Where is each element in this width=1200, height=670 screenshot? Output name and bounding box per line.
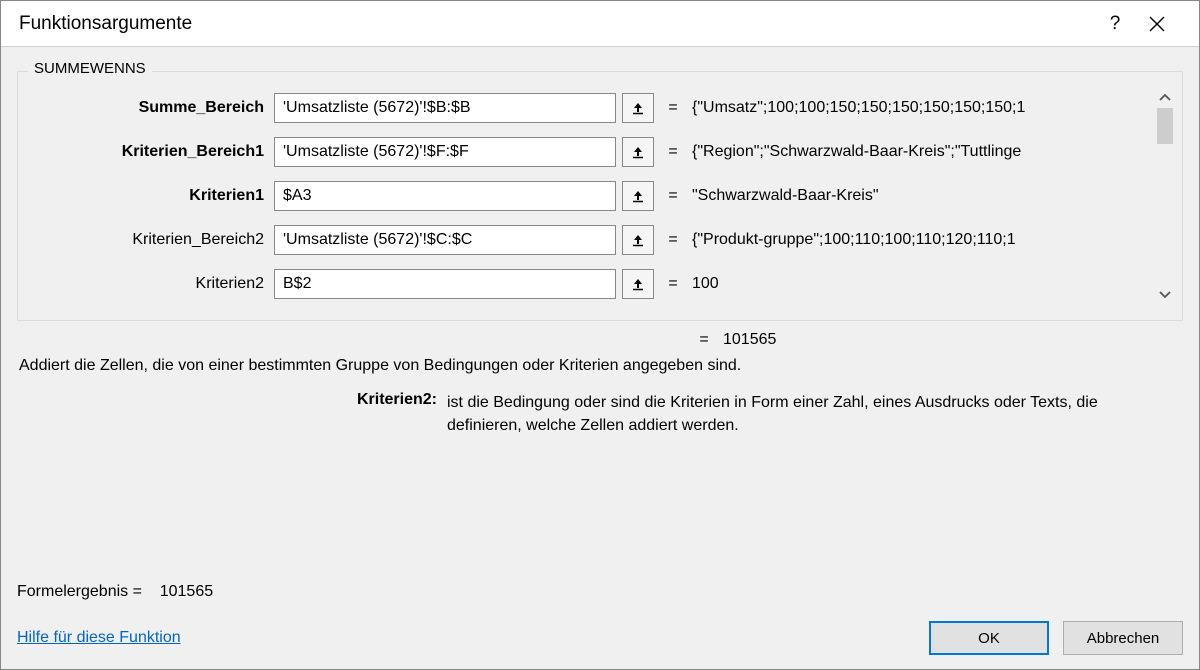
equals-symbol: =	[654, 231, 692, 249]
arg-label: Kriterien2	[24, 275, 274, 293]
arg-label: Kriterien1	[24, 187, 274, 205]
range-select-icon	[631, 277, 645, 291]
arg-input-wrap	[274, 269, 654, 299]
arg-evaluated-result: {"Produkt-gruppe";100;110;100;110;120;11…	[692, 231, 1154, 249]
scroll-up-button[interactable]	[1154, 88, 1176, 108]
function-help-link[interactable]: Hilfe für diese Funktion	[17, 629, 181, 647]
close-icon	[1149, 16, 1165, 32]
arg-input-wrap	[274, 225, 654, 255]
arg-input-kriterien-bereich2[interactable]	[274, 225, 616, 255]
ok-button[interactable]: OK	[929, 621, 1049, 655]
equals-symbol: =	[654, 143, 692, 161]
formula-result-label: Formelergebnis =	[17, 583, 142, 600]
arg-evaluated-result: "Schwarzwald-Baar-Kreis"	[692, 187, 1154, 205]
arg-input-wrap	[274, 181, 654, 211]
args-area: Summe_Bereich = {"Umsatz";100;100	[24, 86, 1176, 306]
arg-input-kriterien-bereich1[interactable]	[274, 137, 616, 167]
formula-result-value: 101565	[160, 583, 213, 600]
arguments-groupbox: SUMMEWENNS Summe_Bereich	[17, 71, 1183, 321]
arg-row-kriterien1: Kriterien1 = "Schwarzwald-Baar-Kr	[24, 174, 1154, 218]
chevron-down-icon	[1159, 289, 1171, 299]
scroll-down-button[interactable]	[1154, 284, 1176, 304]
scroll-track[interactable]	[1156, 108, 1174, 284]
arg-input-wrap	[274, 93, 654, 123]
equals-symbol: =	[654, 99, 692, 117]
collapse-dialog-button[interactable]	[622, 93, 654, 123]
arg-evaluated-result: 100	[692, 275, 1154, 293]
arg-row-kriterien-bereich2: Kriterien_Bereich2 = {"Produkt-gr	[24, 218, 1154, 262]
function-description: Addiert die Zellen, die von einer bestim…	[19, 357, 1183, 375]
scroll-thumb[interactable]	[1157, 108, 1173, 144]
arg-row-kriterien-bereich1: Kriterien_Bereich1 = {"Region";"S	[24, 130, 1154, 174]
arg-row-kriterien2: Kriterien2 = 100	[24, 262, 1154, 306]
arg-label: Kriterien_Bereich1	[24, 143, 274, 161]
chevron-up-icon	[1159, 93, 1171, 103]
arg-label: Summe_Bereich	[24, 99, 274, 117]
cancel-button[interactable]: Abbrechen	[1063, 621, 1183, 655]
close-button[interactable]	[1133, 16, 1181, 32]
arg-input-wrap	[274, 137, 654, 167]
dialog-body: SUMMEWENNS Summe_Bereich	[1, 47, 1199, 669]
overall-result-line: = 101565	[17, 331, 1183, 349]
arg-evaluated-result: {"Region";"Schwarzwald-Baar-Kreis";"Tutt…	[692, 143, 1154, 161]
titlebar: Funktionsargumente ?	[1, 1, 1199, 47]
help-button[interactable]: ?	[1097, 13, 1133, 35]
arg-label: Kriterien_Bereich2	[24, 231, 274, 249]
function-arguments-dialog: Funktionsargumente ? SUMMEWENNS Summe_Be…	[0, 0, 1200, 670]
range-select-icon	[631, 145, 645, 159]
arg-input-kriterien1[interactable]	[274, 181, 616, 211]
equals-symbol: =	[654, 187, 692, 205]
collapse-dialog-button[interactable]	[622, 225, 654, 255]
arg-row-summe-bereich: Summe_Bereich = {"Umsatz";100;100	[24, 86, 1154, 130]
formula-result: Formelergebnis = 101565	[17, 583, 1183, 601]
dialog-footer: Hilfe für diese Funktion OK Abbrechen	[17, 621, 1183, 655]
current-arg-help: Kriterien2: ist die Bedingung oder sind …	[17, 391, 1183, 437]
dialog-title: Funktionsargumente	[19, 13, 1097, 35]
range-select-icon	[631, 189, 645, 203]
collapse-dialog-button[interactable]	[622, 181, 654, 211]
function-name-legend: SUMMEWENNS	[28, 60, 152, 77]
arg-input-summe-bereich[interactable]	[274, 93, 616, 123]
collapse-dialog-button[interactable]	[622, 137, 654, 167]
range-select-icon	[631, 101, 645, 115]
equals-symbol: =	[685, 331, 723, 349]
equals-symbol: =	[654, 275, 692, 293]
current-arg-help-label: Kriterien2:	[17, 391, 447, 437]
current-arg-help-text: ist die Bedingung oder sind die Kriterie…	[447, 391, 1183, 437]
args-table: Summe_Bereich = {"Umsatz";100;100	[24, 86, 1154, 306]
arg-input-kriterien2[interactable]	[274, 269, 616, 299]
overall-result-value: 101565	[723, 331, 776, 349]
range-select-icon	[631, 233, 645, 247]
args-scrollbar[interactable]	[1154, 86, 1176, 306]
arg-evaluated-result: {"Umsatz";100;100;150;150;150;150;150;15…	[692, 99, 1154, 117]
dialog-bottom: Formelergebnis = 101565 Hilfe für diese …	[17, 583, 1183, 669]
collapse-dialog-button[interactable]	[622, 269, 654, 299]
